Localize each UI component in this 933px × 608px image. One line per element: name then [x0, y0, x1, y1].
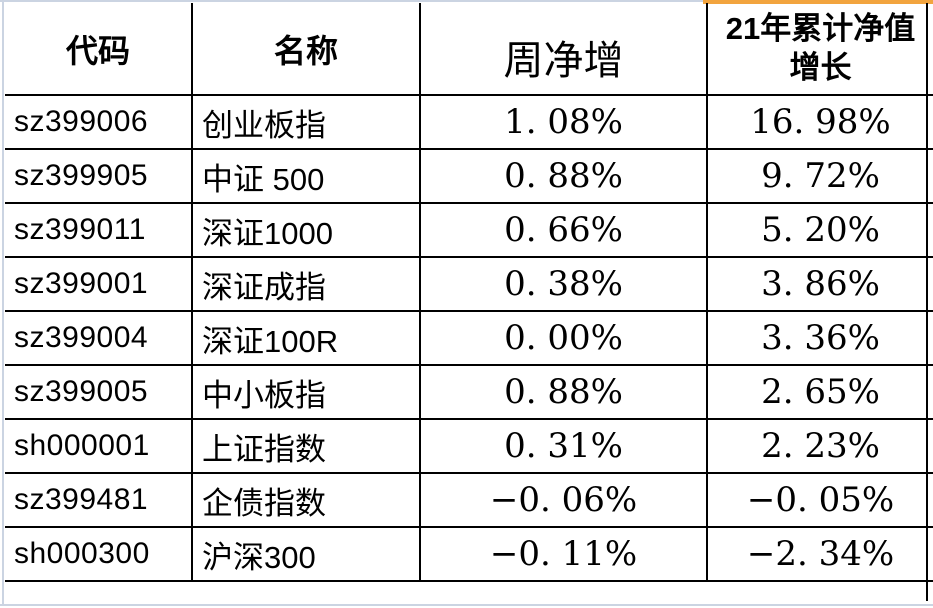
cell-name[interactable]: 创业板指 [192, 95, 421, 150]
cell-ytd[interactable]: 16. 98% [707, 95, 933, 150]
header-cell-code[interactable]: 代码 [5, 3, 193, 96]
worksheet-gridline-bottom [0, 604, 933, 606]
worksheet-gridline-top [0, 0, 705, 2]
table-row: sh000300 沪深300 −0. 11% −2. 34% [5, 527, 933, 582]
cell-ytd[interactable]: 2. 23% [707, 419, 933, 474]
table-row: sz399004 深证100R 0. 00% 3. 36% [5, 311, 933, 366]
table-row: sz399005 中小板指 0. 88% 2. 65% [5, 365, 933, 420]
cell-code[interactable]: sz399001 [5, 257, 193, 312]
cell-name[interactable]: 上证指数 [192, 419, 421, 474]
table-row: sz399011 深证1000 0. 66% 5. 20% [5, 203, 933, 258]
cell-name[interactable]: 深证1000 [192, 203, 421, 258]
cell-code[interactable]: sz399004 [5, 311, 193, 366]
cell-week[interactable]: 0. 88% [420, 365, 708, 420]
table-row: sh000001 上证指数 0. 31% 2. 23% [5, 419, 933, 474]
cell-code[interactable]: sh000300 [5, 527, 193, 582]
cell-week[interactable]: −0. 06% [420, 473, 708, 528]
cell-name[interactable]: 中小板指 [192, 365, 421, 420]
table-header: 代码 名称 周净增 21年累计净值 增长 [5, 3, 933, 96]
cell-week[interactable]: 0. 88% [420, 149, 708, 204]
table-row: sz399001 深证成指 0. 38% 3. 86% [5, 257, 933, 312]
orange-accent-line [703, 0, 933, 4]
cell-week[interactable]: 0. 66% [420, 203, 708, 258]
cell-week[interactable]: 0. 38% [420, 257, 708, 312]
cell-ytd[interactable]: 5. 20% [707, 203, 933, 258]
cell-code[interactable]: sz399905 [5, 149, 193, 204]
cell-week[interactable]: 1. 08% [420, 95, 708, 150]
table-row: sz399905 中证 500 0. 88% 9. 72% [5, 149, 933, 204]
cell-name[interactable]: 企债指数 [192, 473, 421, 528]
cell-name[interactable]: 深证100R [192, 311, 421, 366]
cell-ytd[interactable]: 3. 86% [707, 257, 933, 312]
header-row: 代码 名称 周净增 21年累计净值 增长 [5, 3, 933, 96]
table-right-border [926, 3, 928, 601]
cell-code[interactable]: sz399011 [5, 203, 193, 258]
header-cell-name[interactable]: 名称 [192, 3, 421, 96]
header-cell-week-net-gain[interactable]: 周净增 [420, 3, 708, 96]
cell-ytd[interactable]: −0. 05% [707, 473, 933, 528]
cell-name[interactable]: 中证 500 [192, 149, 421, 204]
cell-week[interactable]: 0. 31% [420, 419, 708, 474]
cell-week[interactable]: −0. 11% [420, 527, 708, 582]
cell-ytd[interactable]: 2. 65% [707, 365, 933, 420]
cell-ytd[interactable]: −2. 34% [707, 527, 933, 582]
cell-ytd[interactable]: 3. 36% [707, 311, 933, 366]
table-row: sz399481 企债指数 −0. 06% −0. 05% [5, 473, 933, 528]
cell-ytd[interactable]: 9. 72% [707, 149, 933, 204]
cell-code[interactable]: sz399005 [5, 365, 193, 420]
cell-name[interactable]: 深证成指 [192, 257, 421, 312]
table-body: sz399006 创业板指 1. 08% 16. 98% sz399905 中证 500 0… [5, 95, 933, 582]
table-row: sz399006 创业板指 1. 08% 16. 98% [5, 95, 933, 150]
cell-code[interactable]: sh000001 [5, 419, 193, 474]
cell-name[interactable]: 沪深300 [192, 527, 421, 582]
index-performance-table: 代码 名称 周净增 21年累计净值 增长 sz399006 创业板指 1. 08% 1… [5, 3, 933, 582]
header-cell-ytd-net-value-growth[interactable]: 21年累计净值 增长 [707, 3, 933, 96]
cell-code[interactable]: sz399006 [5, 95, 193, 150]
cell-week[interactable]: 0. 00% [420, 311, 708, 366]
cell-code[interactable]: sz399481 [5, 473, 193, 528]
worksheet-gridline-left [2, 0, 4, 606]
